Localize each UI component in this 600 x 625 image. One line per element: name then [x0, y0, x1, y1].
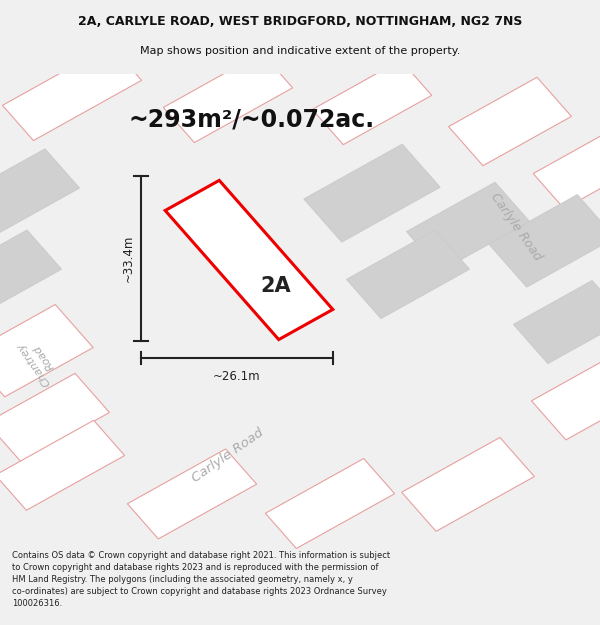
Polygon shape — [265, 459, 395, 549]
Text: ~33.4m: ~33.4m — [121, 235, 134, 282]
Text: Map shows position and indicative extent of the property.: Map shows position and indicative extent… — [140, 46, 460, 56]
Polygon shape — [0, 420, 125, 510]
Text: ~26.1m: ~26.1m — [213, 370, 261, 382]
Polygon shape — [407, 182, 529, 271]
Polygon shape — [163, 52, 293, 142]
Polygon shape — [401, 438, 535, 531]
Text: 2A, CARLYLE ROAD, WEST BRIDGFORD, NOTTINGHAM, NG2 7NS: 2A, CARLYLE ROAD, WEST BRIDGFORD, NOTTIN… — [78, 15, 522, 28]
Text: Carlyle Road: Carlyle Road — [190, 426, 266, 485]
Polygon shape — [0, 230, 61, 319]
Text: 2A: 2A — [260, 276, 292, 296]
Text: ~293m²/~0.072ac.: ~293m²/~0.072ac. — [129, 107, 375, 131]
Polygon shape — [0, 304, 93, 397]
Polygon shape — [0, 149, 79, 238]
Polygon shape — [347, 230, 469, 319]
Text: Chantrey
Road: Chantrey Road — [16, 333, 62, 388]
Polygon shape — [312, 60, 432, 144]
Polygon shape — [2, 45, 142, 141]
Polygon shape — [533, 130, 600, 209]
Polygon shape — [514, 281, 600, 364]
Polygon shape — [532, 357, 600, 440]
Polygon shape — [489, 195, 600, 287]
Text: Contains OS data © Crown copyright and database right 2021. This information is : Contains OS data © Crown copyright and d… — [12, 551, 390, 608]
Text: Carlyle Road: Carlyle Road — [488, 190, 544, 262]
Polygon shape — [304, 144, 440, 242]
Polygon shape — [165, 181, 333, 339]
Polygon shape — [127, 449, 257, 539]
Polygon shape — [0, 373, 109, 462]
Polygon shape — [449, 78, 571, 166]
